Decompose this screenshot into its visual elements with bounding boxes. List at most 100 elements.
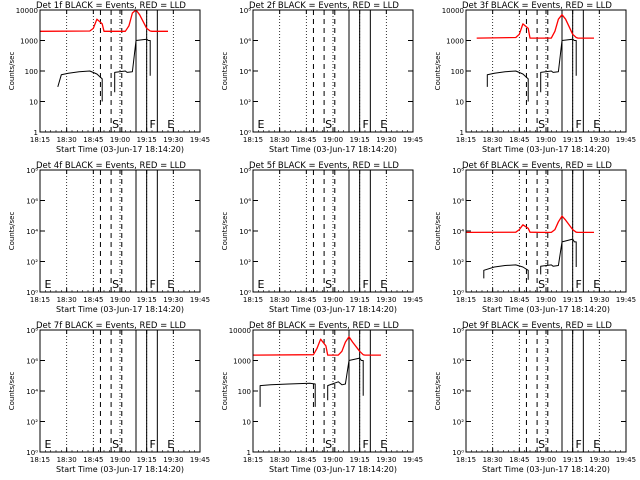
y-tick-label: 10⁰ bbox=[239, 129, 251, 137]
series-group bbox=[476, 14, 594, 102]
x-tick-label: 18:45 bbox=[83, 136, 103, 144]
detector-panel-3: Det 3f BLACK = Events, RED = LLD 18:15 18:… bbox=[434, 1, 636, 154]
x-tick-label: 19:30 bbox=[163, 296, 183, 304]
events-line bbox=[114, 38, 151, 93]
y-tick-label: 10⁶ bbox=[26, 358, 38, 366]
x-tick-label: 18:45 bbox=[296, 296, 316, 304]
detector-panel-6: Det 6f BLACK = Events, RED = LLD 18:15 18:… bbox=[434, 161, 636, 314]
events-line bbox=[483, 264, 529, 280]
plot-frame bbox=[465, 9, 627, 133]
y-tick-label: 10⁶ bbox=[452, 198, 464, 206]
interval-marker: F bbox=[362, 438, 368, 451]
x-tick-label: 19:15 bbox=[350, 136, 370, 144]
interval-marker: F bbox=[575, 118, 581, 131]
interval-marker: F bbox=[575, 438, 581, 451]
events-line bbox=[540, 238, 577, 275]
panel-title: Det 7f BLACK = Events, RED = LLD bbox=[36, 321, 186, 331]
lld-line bbox=[466, 215, 594, 234]
panel-title: Det 9f BLACK = Events, RED = LLD bbox=[462, 321, 612, 331]
x-tick-label: 19:00 bbox=[323, 456, 343, 464]
panel-title: Det 3f BLACK = Events, RED = LLD bbox=[462, 1, 612, 11]
x-tick-label: 19:30 bbox=[163, 136, 183, 144]
interval-marker: E bbox=[258, 278, 265, 291]
y-tick-label: 10⁸ bbox=[26, 167, 38, 175]
interval-marker: F bbox=[575, 278, 581, 291]
interval-marker: E bbox=[380, 278, 387, 291]
y-tick-label: 10² bbox=[452, 259, 464, 267]
x-tick-label: 19:30 bbox=[376, 296, 396, 304]
detector-panel-1: Det 1f BLACK = Events, RED = LLD 18:15 18:… bbox=[8, 1, 210, 154]
interval-marker: S bbox=[325, 118, 332, 131]
x-tick-label: 18:30 bbox=[483, 456, 503, 464]
x-tick-label: 19:00 bbox=[323, 136, 343, 144]
panel-title: Det 2f BLACK = Events, RED = LLD bbox=[249, 1, 399, 11]
x-tick-label: 19:45 bbox=[190, 296, 210, 304]
y-tick-label: 10 bbox=[242, 419, 251, 427]
series-group bbox=[466, 215, 594, 280]
interval-marker: E bbox=[593, 118, 600, 131]
y-tick-label: 10⁰ bbox=[452, 289, 464, 297]
x-tick-label: 18:45 bbox=[296, 456, 316, 464]
y-tick-label: 10⁴ bbox=[26, 388, 38, 396]
x-tick-label: 19:15 bbox=[563, 296, 583, 304]
y-tick-label: 10000 bbox=[229, 327, 251, 335]
interval-marker: S bbox=[538, 118, 545, 131]
x-axis-label: Start Time (03-Jun-17 18:14:20) bbox=[482, 465, 610, 474]
x-tick-label: 18:15 bbox=[243, 136, 263, 144]
x-tick-label: 18:15 bbox=[30, 456, 50, 464]
x-tick-label: 18:15 bbox=[243, 456, 263, 464]
interval-marker: S bbox=[112, 118, 119, 131]
y-tick-label: 10⁸ bbox=[239, 167, 251, 175]
x-tick-label: 18:30 bbox=[57, 136, 77, 144]
plot-frame bbox=[465, 169, 627, 293]
x-tick-label: 19:45 bbox=[616, 456, 636, 464]
y-tick-label: 10⁰ bbox=[239, 289, 251, 297]
x-tick-label: 19:15 bbox=[137, 136, 157, 144]
x-tick-label: 18:15 bbox=[456, 136, 476, 144]
y-tick-label: 100 bbox=[451, 68, 464, 76]
x-tick-label: 19:30 bbox=[163, 456, 183, 464]
y-tick-label: 100 bbox=[25, 68, 38, 76]
x-tick-label: 18:45 bbox=[83, 456, 103, 464]
x-axis-label: Start Time (03-Jun-17 18:14:20) bbox=[269, 305, 397, 314]
y-tick-label: 10⁶ bbox=[26, 198, 38, 206]
y-tick-label: 10⁰ bbox=[26, 449, 38, 457]
plot-frame bbox=[252, 9, 414, 133]
interval-marker: E bbox=[45, 438, 52, 451]
x-axis-label: Start Time (03-Jun-17 18:14:20) bbox=[56, 465, 184, 474]
x-tick-label: 19:45 bbox=[403, 456, 423, 464]
panel-title: Det 1f BLACK = Events, RED = LLD bbox=[36, 1, 186, 11]
interval-marker: F bbox=[149, 438, 155, 451]
interval-marker: S bbox=[538, 438, 545, 451]
panel-title: Det 5f BLACK = Events, RED = LLD bbox=[249, 161, 399, 171]
y-tick-label: 10² bbox=[239, 99, 251, 107]
interval-marker: F bbox=[362, 278, 368, 291]
y-tick-label: 10² bbox=[452, 419, 464, 427]
y-tick-label: 10⁸ bbox=[452, 327, 464, 335]
y-axis-label: Counts/sec bbox=[8, 372, 16, 411]
x-tick-label: 18:30 bbox=[57, 296, 77, 304]
y-tick-label: 10000 bbox=[16, 7, 38, 15]
y-axis-label: Counts/sec bbox=[434, 52, 442, 91]
series-group bbox=[253, 336, 381, 407]
x-tick-label: 19:00 bbox=[536, 296, 556, 304]
y-axis-label: Counts/sec bbox=[8, 52, 16, 91]
y-tick-label: 10⁴ bbox=[239, 228, 251, 236]
x-tick-label: 19:30 bbox=[376, 136, 396, 144]
x-tick-label: 18:15 bbox=[30, 136, 50, 144]
interval-marker: F bbox=[362, 118, 368, 131]
detector-panel-8: Det 8f BLACK = Events, RED = LLD 18:15 18:… bbox=[221, 321, 423, 474]
y-tick-label: 10⁸ bbox=[452, 167, 464, 175]
interval-marker: E bbox=[593, 438, 600, 451]
detector-panel-4: Det 4f BLACK = Events, RED = LLD 18:15 18:… bbox=[8, 161, 210, 314]
interval-marker: S bbox=[325, 438, 332, 451]
y-tick-label: 10⁴ bbox=[26, 228, 38, 236]
plot-frame bbox=[465, 329, 627, 453]
interval-marker: S bbox=[325, 278, 332, 291]
plot-frame bbox=[39, 9, 201, 133]
interval-marker: F bbox=[149, 278, 155, 291]
y-tick-label: 10⁶ bbox=[239, 38, 251, 46]
x-tick-label: 18:30 bbox=[483, 136, 503, 144]
x-tick-label: 18:45 bbox=[509, 456, 529, 464]
x-tick-label: 18:15 bbox=[243, 296, 263, 304]
